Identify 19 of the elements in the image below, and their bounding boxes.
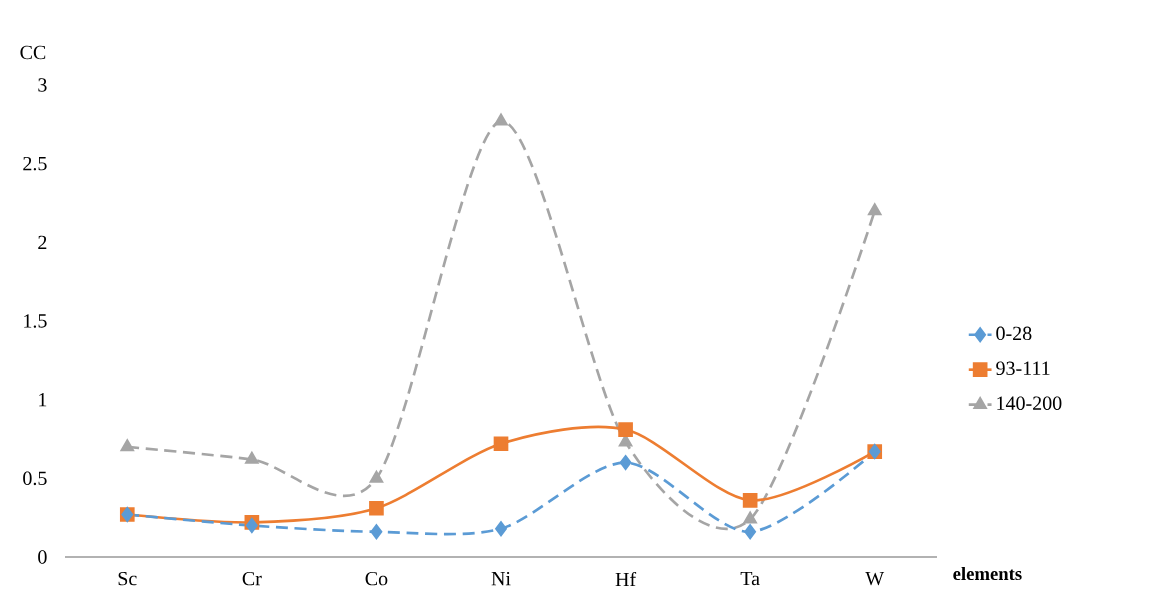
legend-label: 93-111 [996, 361, 1050, 375]
y-tick-label: 1 [39, 393, 47, 407]
x-tick-label: Ni [491, 571, 511, 586]
x-tick-label: Ta [740, 571, 760, 586]
x-tick-label: Hf [615, 571, 637, 587]
x-tick-label: W [865, 571, 885, 586]
legend-label: 0-28 [996, 326, 1032, 341]
y-tick-label: 0 [38, 550, 47, 564]
y-axis-title: CC [20, 45, 46, 60]
y-tick-label: 2 [38, 235, 47, 249]
x-tick-label: Sc [118, 571, 137, 586]
y-tick-label: 2.5 [23, 156, 47, 171]
y-tick-label: 3 [38, 78, 47, 92]
x-tick-label: Co [365, 571, 388, 586]
y-tick-label: 0.5 [23, 471, 47, 486]
x-tick-label: Cr [242, 571, 262, 586]
x-axis-title: elements [953, 566, 1022, 581]
y-tick-label: 1.5 [24, 314, 47, 328]
legend-label: 140-200 [997, 396, 1062, 410]
